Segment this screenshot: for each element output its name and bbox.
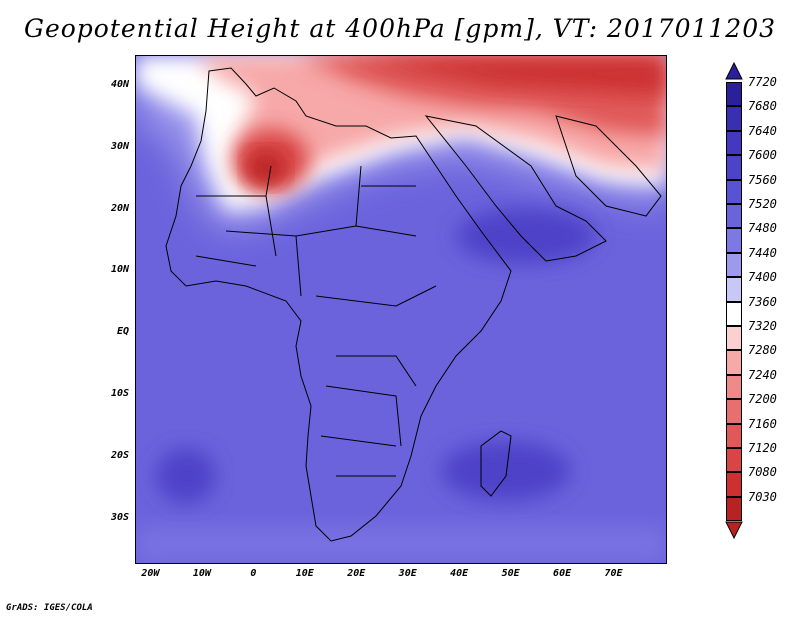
latitude-tick-label: 20S [110, 449, 129, 461]
legend-level-label: 7640 [748, 123, 777, 138]
color-legend: 7720 7680 7640 7600 7560 7520 7480 7440 7400 7360… [722, 60, 792, 560]
legend-color-box [726, 106, 742, 131]
longitude-tick-label: 0 [250, 568, 257, 579]
plot-title: Geopotential Height at 400hPa [gpm], VT:… [23, 14, 777, 43]
legend-color-box [726, 155, 742, 180]
legend-level-label: 7440 [748, 245, 777, 260]
legend-level-label: 7080 [748, 465, 777, 480]
latitude-tick-label: 10N [110, 264, 129, 276]
legend-level-label: 7680 [748, 99, 777, 114]
latitude-tick-label: 30N [110, 140, 129, 152]
legend-level-label: 7280 [748, 343, 777, 358]
legend-color-box [726, 496, 742, 522]
legend-color-box [726, 130, 742, 156]
legend-color-box [726, 252, 742, 278]
legend-level-label: 7720 [748, 75, 777, 89]
legend-level-label: 7200 [748, 392, 777, 407]
map-panel [135, 55, 667, 564]
legend-level-label: 7120 [748, 441, 777, 455]
longitude-tick-label: 50E [501, 568, 520, 579]
height-shading [136, 56, 666, 563]
latitude-tick-label: 10S [110, 388, 129, 400]
coastlines-and-borders [165, 67, 662, 542]
longitude-tick-label: 60E [553, 568, 572, 579]
latitude-tick-label: 30S [110, 511, 129, 523]
longitude-tick-label: 40E [450, 568, 469, 579]
legend-level-label: 7320 [748, 319, 777, 333]
legend-level-label: 7480 [748, 221, 777, 236]
legend-level-label: 7520 [748, 197, 777, 211]
legend-level-label: 7560 [748, 172, 777, 187]
legend-level-label: 7030 [748, 489, 777, 504]
legend-color-box [726, 326, 742, 351]
latitude-tick-label: 40N [110, 78, 129, 90]
longitude-tick-label: 70E [604, 568, 623, 579]
latitude-tick-label: 20N [110, 202, 129, 214]
legend-level-label: 7160 [748, 416, 777, 431]
legend-color-box [726, 350, 742, 375]
legend-level-label: 7240 [748, 367, 777, 382]
legend-color-box [726, 179, 742, 204]
legend-color-box [726, 277, 742, 302]
longitude-tick-label: 20E [347, 568, 366, 579]
software-credit: GrADS: IGES/COLA [6, 603, 93, 613]
latitude-tick-label: EQ [116, 326, 129, 338]
legend-max-triangle [725, 62, 743, 80]
legend-color-box [726, 448, 742, 473]
legend-color-box [726, 399, 742, 424]
longitude-tick-label: 10E [295, 568, 314, 579]
legend-color-box [726, 374, 742, 400]
legend-color-box [726, 228, 742, 253]
legend-color-box [726, 204, 742, 229]
longitude-tick-label: 10W [192, 568, 211, 579]
legend-level-label: 7400 [748, 270, 777, 285]
legend-color-box [726, 82, 742, 107]
longitude-tick-label: 20W [141, 568, 160, 579]
legend-color-box [726, 472, 742, 497]
longitude-tick-label: 30E [398, 568, 417, 579]
legend-color-box [726, 301, 742, 326]
legend-min-triangle [725, 521, 743, 540]
legend-level-label: 7600 [748, 148, 777, 163]
geopotential-field [136, 56, 666, 563]
legend-level-label: 7360 [748, 294, 777, 309]
legend-color-box [726, 423, 742, 448]
